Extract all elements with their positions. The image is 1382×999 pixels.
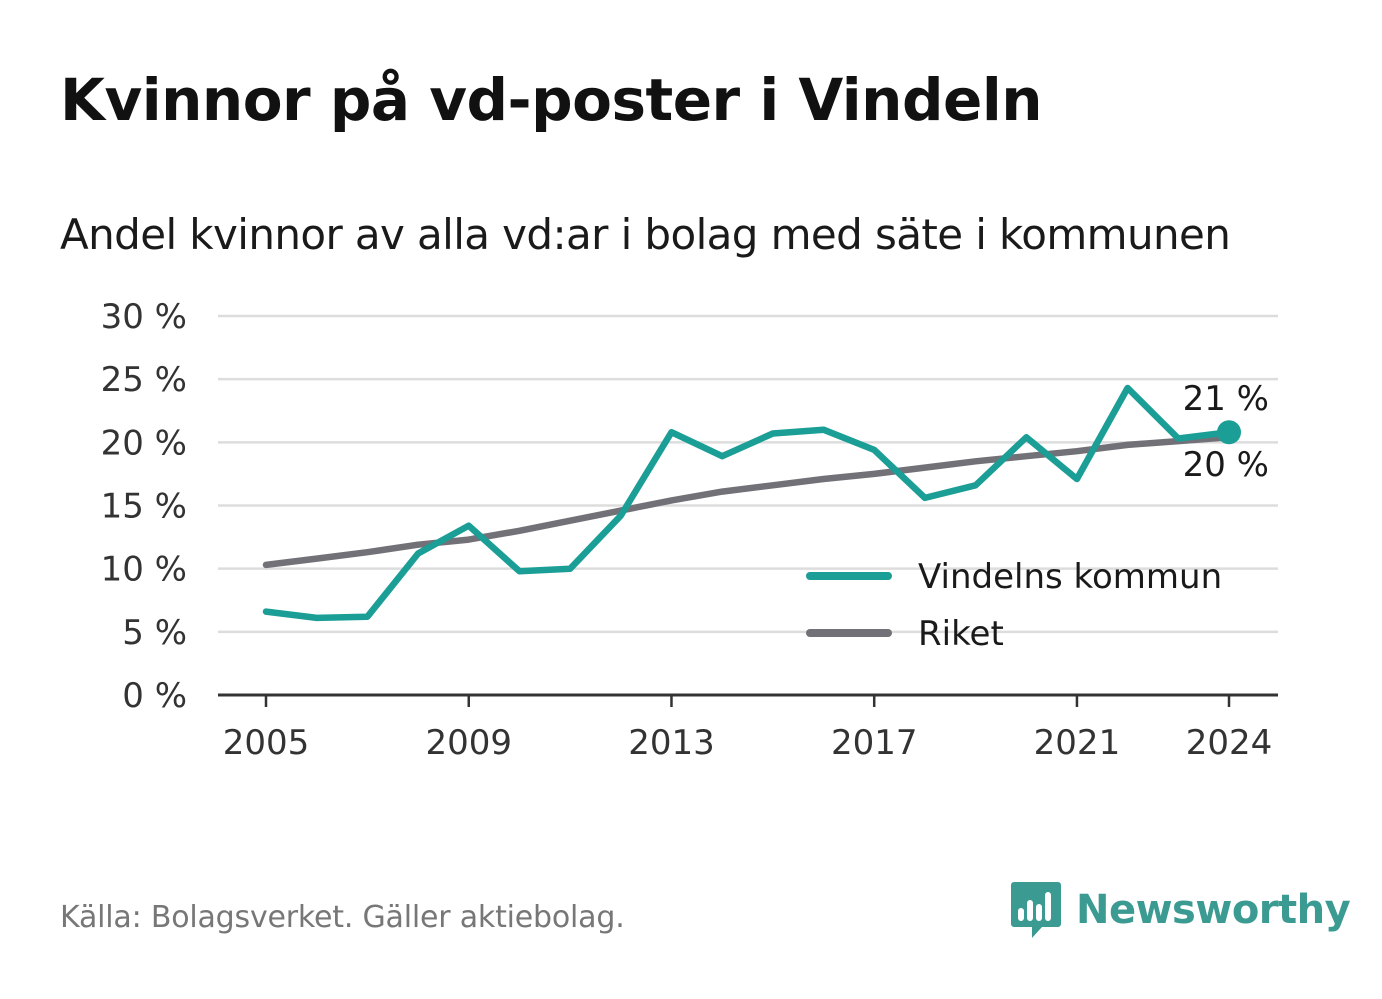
x-tick-label: 2013 <box>628 723 715 763</box>
series-line-riket <box>262 434 1233 569</box>
y-tick-label: 20 % <box>101 423 187 463</box>
y-tick-label: 10 % <box>101 550 187 590</box>
x-tick-label: 2021 <box>1034 723 1121 763</box>
x-tick-label: 2009 <box>425 723 512 763</box>
source-note: Källa: Bolagsverket. Gäller aktiebolag. <box>60 900 625 935</box>
x-tick-label: 2017 <box>831 723 918 763</box>
legend-label: Vindelns kommun <box>918 557 1222 597</box>
brand-name: Newsworthy <box>1076 887 1351 933</box>
line-chart: 0 % 5 % 10 % 15 % 20 % 25 % 30 % 2005 2009 2013 20… <box>101 297 1278 763</box>
chart-subtitle: Andel kvinnor av alla vd:ar i bolag med … <box>60 210 1231 259</box>
brand-logo: Newsworthy <box>1010 878 1351 942</box>
bar-chart-speech-bubble-icon <box>1011 882 1061 938</box>
y-tick-label: 0 % <box>122 676 187 716</box>
y-tick-label: 25 % <box>101 360 187 400</box>
series-line-vindelns-kommun <box>262 384 1233 622</box>
x-tick-label: 2005 <box>223 723 310 763</box>
legend-label: Riket <box>918 614 1004 654</box>
chart-title: Kvinnor på vd-poster i Vindeln <box>60 66 1043 134</box>
x-tick-label: 2024 <box>1186 723 1273 763</box>
y-tick-label: 30 % <box>101 297 187 337</box>
end-label-vindelns-kommun: 21 % <box>1183 379 1269 419</box>
y-tick-label: 15 % <box>101 487 187 527</box>
end-label-riket: 20 % <box>1183 445 1269 485</box>
y-tick-label: 5 % <box>122 613 187 653</box>
series-end-marker <box>1217 420 1241 445</box>
